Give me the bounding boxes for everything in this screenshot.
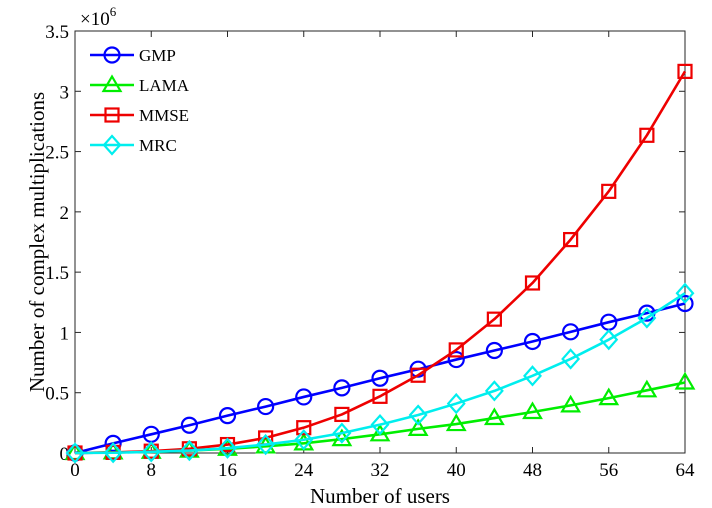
data-point-lama — [483, 407, 505, 426]
data-point-mrc — [332, 422, 352, 444]
y-tick-label: 1 — [60, 323, 70, 344]
data-point-mrc — [65, 442, 85, 464]
data-point-mrc — [294, 429, 314, 451]
y-tick-label: 2 — [60, 203, 70, 224]
data-point-gmp — [257, 397, 275, 416]
data-point-lama — [407, 418, 429, 436]
y-axis-multiplier-exponent: 6 — [110, 4, 117, 19]
x-tick-label: 24 — [294, 460, 314, 481]
y-tick-label: 0 — [60, 444, 70, 465]
y-axis-multiplier: ×106 — [80, 4, 117, 30]
data-point-gmp — [371, 369, 389, 387]
data-point-lama — [560, 394, 582, 413]
legend-marker — [101, 74, 123, 93]
data-point-gmp — [295, 388, 313, 406]
data-point-mmse — [410, 367, 426, 383]
data-point-lama — [674, 371, 696, 390]
data-point-gmp — [180, 416, 198, 434]
data-point-mmse — [334, 406, 350, 423]
legend-item-lama: LAMA — [90, 74, 190, 95]
data-point-mrc — [179, 439, 199, 462]
data-point-gmp — [333, 379, 351, 397]
legend-marker — [104, 107, 120, 123]
data-point-mmse — [563, 231, 579, 248]
series-mrc — [65, 282, 695, 464]
series-layer — [64, 63, 696, 464]
x-tick-label: 16 — [218, 460, 237, 481]
y-tick-label: 3.5 — [45, 22, 69, 43]
legend-marker — [102, 134, 122, 156]
data-point-gmp — [447, 350, 465, 369]
data-point-lama — [636, 379, 658, 398]
data-point-mmse — [524, 275, 541, 291]
data-point-gmp — [485, 341, 503, 360]
series-line-mrc — [74, 292, 686, 455]
data-point-mrc — [218, 437, 237, 459]
data-point-mrc — [637, 307, 657, 329]
data-point-mrc — [675, 282, 695, 304]
data-point-gmp — [562, 323, 580, 341]
data-point-gmp — [218, 407, 237, 425]
data-point-mrc — [256, 433, 276, 456]
series-line-gmp — [74, 302, 686, 455]
data-point-lama — [445, 413, 467, 432]
data-point-mmse — [639, 127, 655, 143]
data-point-lama — [598, 387, 620, 406]
x-tick-label: 40 — [447, 460, 466, 481]
legend-label: MRC — [139, 136, 177, 155]
x-tick-label: 64 — [676, 460, 696, 481]
data-point-mrc — [484, 380, 504, 402]
legend: GMP LAMA MMSE MRC — [86, 40, 214, 164]
x-tick-label: 48 — [523, 460, 542, 481]
data-point-mmse — [486, 311, 502, 327]
series-line-mmse — [74, 70, 687, 455]
y-axis-multiplier-base: ×10 — [80, 9, 110, 30]
data-point-gmp — [523, 332, 542, 351]
data-point-gmp — [676, 294, 694, 313]
data-point-mrc — [561, 348, 581, 370]
data-point-lama — [522, 401, 543, 420]
data-point-mmse — [296, 420, 312, 436]
y-tick-label: 2.5 — [45, 143, 69, 164]
x-tick-label: 56 — [599, 460, 618, 481]
data-point-mmse — [372, 388, 388, 404]
data-point-lama — [369, 423, 391, 442]
y-tick-label: 1.5 — [45, 263, 69, 284]
data-point-mrc — [370, 414, 390, 436]
legend-item-mmse: MMSE — [90, 106, 189, 125]
legend-item-gmp: GMP — [90, 46, 176, 65]
x-axis-title: Number of users — [310, 484, 450, 508]
data-point-mmse — [448, 342, 464, 358]
legend-label: LAMA — [139, 76, 190, 95]
x-tick-label: 8 — [147, 460, 157, 481]
data-point-mrc — [103, 442, 123, 464]
x-tick-label: 0 — [70, 460, 80, 481]
data-point-mrc — [523, 365, 542, 387]
data-point-mmse — [677, 63, 693, 79]
x-tick-label: 32 — [371, 460, 390, 481]
y-tick-label: 0.5 — [45, 384, 69, 405]
legend-marker — [103, 46, 121, 64]
data-point-mrc — [446, 392, 466, 415]
data-point-mmse — [601, 183, 617, 199]
data-point-gmp — [104, 434, 122, 452]
legend-item-mrc: MRC — [90, 134, 177, 156]
y-axis-title: Number of complex multiplications — [25, 92, 49, 392]
axis-ticks: 0 8 16 24 32 40 48 56 64 0 0.5 1 1.5 2 2.5 3 3.5 — [45, 22, 695, 481]
y-tick-label: 3 — [60, 82, 70, 103]
data-point-mrc — [599, 329, 619, 351]
legend-label: GMP — [139, 46, 176, 65]
legend-label: MMSE — [139, 106, 189, 125]
data-point-mrc — [141, 441, 161, 463]
data-point-mrc — [408, 404, 428, 426]
